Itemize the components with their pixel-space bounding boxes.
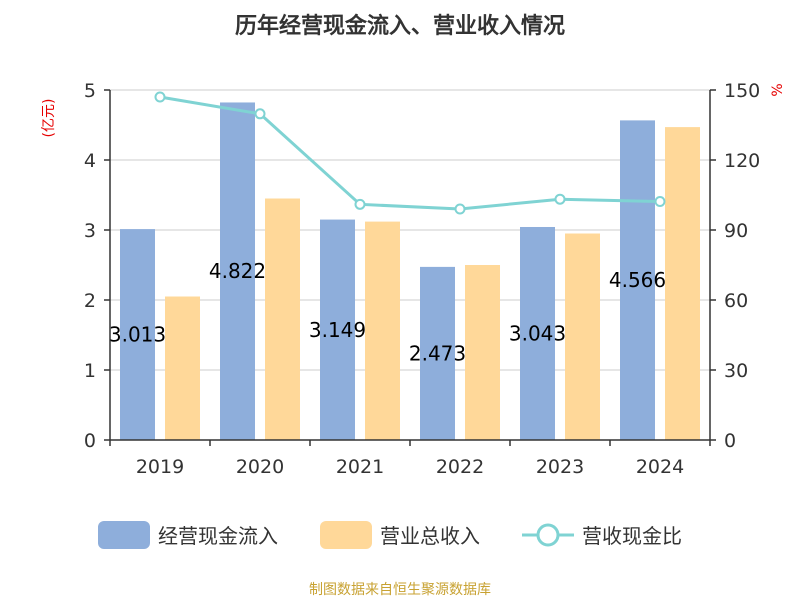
ratio-point <box>554 193 566 205</box>
bar-cash-inflow-2024 <box>620 120 655 440</box>
x-tick-label: 2022 <box>436 456 484 478</box>
bar-revenue-2024 <box>665 127 700 440</box>
data-label: 2.473 <box>409 341 466 365</box>
data-label: 3.149 <box>309 318 366 342</box>
x-tick-label: 2021 <box>336 456 384 478</box>
left-axis-unit: (亿元) <box>41 99 57 138</box>
ratio-line-path <box>159 95 661 211</box>
data-label: 4.566 <box>609 268 666 292</box>
legend-label: 营收现金比 <box>582 524 682 548</box>
right-tick-label: 60 <box>724 290 748 312</box>
data-label: 3.013 <box>109 323 166 347</box>
x-tick-label: 2024 <box>636 456 684 478</box>
left-tick-label: 1 <box>84 360 96 382</box>
chart-title: 历年经营现金流入、营业收入情况 <box>235 13 565 39</box>
legend-label: 经营现金流入 <box>158 524 278 548</box>
right-tick-label: 90 <box>724 220 748 242</box>
left-tick-label: 5 <box>84 80 96 102</box>
ratio-point <box>654 196 666 208</box>
bar-cash-inflow-2021 <box>320 219 355 440</box>
left-tick-label: 3 <box>84 220 96 242</box>
ratio-point <box>354 198 366 210</box>
ratio-point <box>254 108 266 120</box>
bars <box>120 102 700 441</box>
data-label: 3.043 <box>509 321 566 345</box>
legend-swatch <box>320 521 372 549</box>
bar-revenue-2022 <box>465 265 500 440</box>
bar-revenue-2023 <box>565 233 600 440</box>
right-tick-label: 30 <box>724 360 748 382</box>
x-tick-label: 2020 <box>236 456 284 478</box>
bar-cash-inflow-2022 <box>420 266 455 440</box>
bar-revenue-2021 <box>365 221 400 440</box>
bar-cash-inflow-2023 <box>520 226 555 440</box>
source-note: 制图数据来自恒生聚源数据库 <box>309 582 491 598</box>
bar-revenue-2020 <box>265 198 300 440</box>
bar-cash-inflow-2019 <box>120 229 155 440</box>
x-tick-label: 2019 <box>136 456 184 478</box>
left-tick-label: 2 <box>84 290 96 312</box>
ratio-line <box>154 91 666 215</box>
data-label: 4.822 <box>209 259 266 283</box>
ratio-point <box>154 91 166 103</box>
bar-revenue-2019 <box>165 296 200 440</box>
bar-cash-inflow-2020 <box>220 102 255 441</box>
right-tick-label: 150 <box>724 80 760 102</box>
x-tick-label: 2023 <box>536 456 584 478</box>
legend-swatch <box>98 521 150 549</box>
left-tick-label: 4 <box>84 150 96 172</box>
legend-marker <box>536 523 560 547</box>
axes: 0 1 2 3 4 5 0 30 60 90 120 150 2019 2020 2021 2022 2023 2… <box>84 80 760 478</box>
data-labels: 3.013 4.822 3.149 2.473 3.043 4.566 <box>109 259 666 365</box>
right-tick-label: 0 <box>724 430 736 452</box>
legend-label: 营业总收入 <box>380 524 480 548</box>
right-tick-label: 120 <box>724 150 760 172</box>
right-axis-unit: % <box>770 83 786 96</box>
left-tick-label: 0 <box>84 430 96 452</box>
legend: 经营现金流入 营业总收入 营收现金比 <box>98 521 682 549</box>
ratio-point <box>454 203 466 215</box>
grid-lines <box>110 89 710 371</box>
